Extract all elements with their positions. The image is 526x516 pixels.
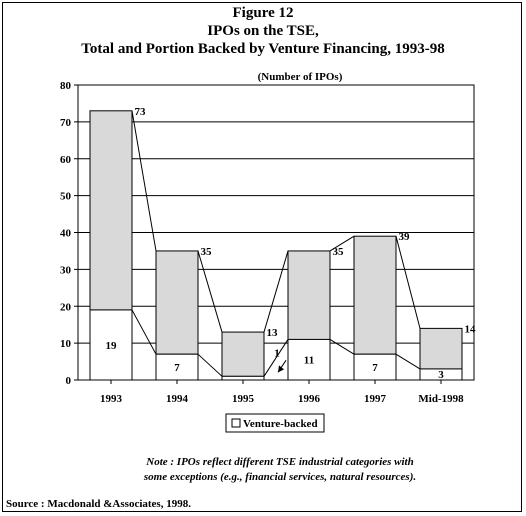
figure-frame: [2, 2, 522, 512]
x-tick-label-1993: 1993: [100, 393, 123, 405]
bar-venture-1993: [89, 309, 133, 381]
y-tick-label-80: 80: [60, 80, 72, 92]
bar-total-1997: [353, 235, 397, 355]
total-label-1995: 13: [267, 327, 279, 339]
total-label-1994: 35: [201, 246, 213, 258]
bar-total-1993: [89, 110, 133, 311]
y-tick-label-70: 70: [60, 117, 72, 129]
connector-venture-4: [395, 353, 421, 370]
venture-label-1996: 11: [304, 355, 314, 367]
legend-swatch-venture: [231, 418, 241, 428]
venture-label-1997: 7: [372, 362, 378, 374]
connector-venture-3: [329, 339, 355, 355]
x-tick-label-1994: 1994: [166, 393, 189, 405]
total-label-1996: 35: [333, 246, 345, 258]
y-tick-label-20: 20: [60, 301, 72, 313]
figure-titles: Figure 12 IPOs on the TSE, Total and Por…: [0, 4, 526, 58]
source-text: Source : Macdonald &Associates, 1998.: [6, 498, 191, 510]
connector-venture-0: [131, 309, 157, 355]
x-tick-label-1996: 1996: [298, 393, 321, 405]
connector-total-2: [263, 250, 289, 333]
x-tick-label-1997: 1997: [364, 393, 387, 405]
figure-title-line1: IPOs on the TSE,: [207, 23, 319, 39]
connector-venture-1: [197, 353, 223, 377]
note-line1: Note : IPOs reflect different TSE indust…: [146, 456, 414, 468]
total-label-1993: 73: [135, 106, 147, 118]
legend-label-venture: Venture-backed: [243, 418, 318, 430]
connector-total-3: [329, 235, 355, 252]
chart-note: Note : IPOs reflect different TSE indust…: [90, 455, 470, 485]
bar-total-1996: [287, 250, 331, 340]
x-tick-label-1995: 1995: [232, 393, 255, 405]
venture-label-Mid-1998: 3: [438, 369, 444, 381]
connector-total-4: [395, 236, 421, 329]
connector-total-1: [197, 250, 223, 333]
bar-total-1994: [155, 250, 199, 355]
y-tick-label-50: 50: [60, 191, 72, 203]
venture-label-1993: 19: [106, 340, 118, 352]
y-tick-label-0: 0: [66, 375, 72, 387]
total-label-1997: 39: [399, 231, 411, 243]
bar-total-Mid-1998: [419, 327, 463, 370]
venture-label-1995: 1: [274, 347, 280, 359]
y-tick-label-60: 60: [60, 154, 72, 166]
y-tick-label-10: 10: [60, 338, 72, 350]
venture-label-1994: 7: [174, 362, 180, 374]
connector-venture-2: [263, 339, 289, 377]
note-line2: some exceptions (e.g., financial service…: [143, 471, 417, 483]
total-label-Mid-1998: 14: [465, 323, 477, 335]
bar-venture-1995: [221, 375, 265, 381]
bar-total-1995: [221, 331, 265, 377]
figure-title-line2: Total and Portion Backed by Venture Fina…: [81, 41, 445, 57]
x-tick-label-Mid-1998: Mid-1998: [418, 393, 464, 405]
y-tick-label-40: 40: [60, 228, 72, 240]
annotation-arrow-head: [278, 365, 284, 373]
bar-venture-1996: [287, 338, 331, 381]
y-axis-label: (Number of IPOs): [258, 71, 343, 83]
y-tick-label-30: 30: [60, 264, 72, 276]
legend-box: [225, 413, 325, 433]
connector-total-0: [131, 110, 157, 252]
bar-venture-1994: [155, 353, 199, 381]
figure-label: Figure 12: [232, 5, 294, 21]
